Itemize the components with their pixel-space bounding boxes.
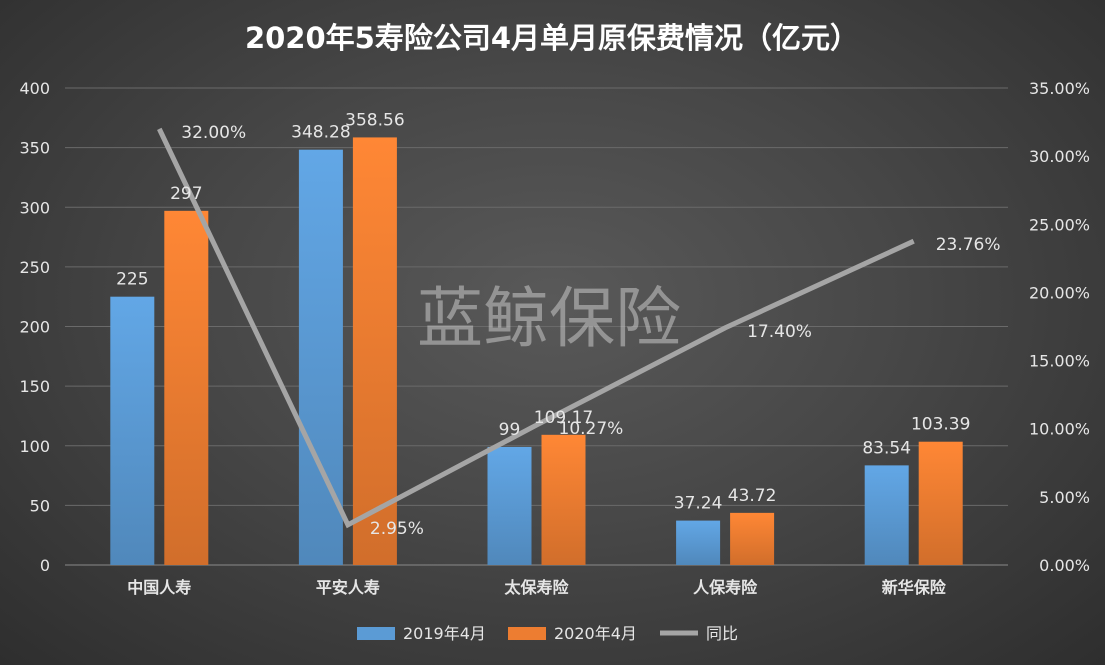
bar-data-label: 103.39 (911, 415, 970, 435)
bar (110, 296, 155, 565)
y-tick-label: 200 (19, 318, 50, 337)
line-data-label: 10.27% (559, 419, 624, 439)
line-data-label: 32.00% (181, 123, 246, 143)
legend-swatch (508, 627, 546, 640)
y-tick-label: 400 (19, 79, 50, 98)
legend-label: 2019年4月 (403, 624, 486, 643)
bar (864, 465, 909, 565)
y2-tick-label: 20.00% (1029, 283, 1090, 302)
y-tick-label: 50 (30, 496, 50, 515)
bar (487, 446, 532, 565)
legend: 2019年4月 2020年4月 同比 (357, 624, 738, 643)
bar-data-label: 37.24 (674, 494, 723, 514)
bar-data-label: 43.72 (728, 486, 777, 506)
bar-data-label: 348.28 (291, 123, 350, 143)
line-data-label: 17.40% (747, 322, 812, 342)
yoy-line (157, 127, 915, 529)
y-tick-label: 300 (19, 198, 50, 217)
bars (110, 137, 963, 566)
y2-tick-label: 35.00% (1029, 79, 1090, 98)
chart-title: 2020年5寿险公司4月单月原保费情况（亿元） (245, 21, 859, 55)
y2-tick-label: 5.00% (1039, 488, 1090, 507)
bar-data-label: 99 (499, 420, 521, 440)
y-tick-label: 250 (19, 258, 50, 277)
bar-data-label: 358.56 (345, 110, 404, 130)
gridlines (65, 87, 1008, 566)
category-label: 平安人寿 (316, 578, 380, 597)
bar-data-label: 225 (116, 270, 148, 290)
y-axis-left: 0 50 100 150 200 250 300 350 400 (19, 79, 50, 575)
watermark: 蓝鲸保险 (417, 280, 681, 357)
legend-label: 2020年4月 (554, 624, 637, 643)
bar (164, 210, 209, 565)
category-label: 新华保险 (882, 578, 947, 597)
y-tick-label: 100 (19, 437, 50, 456)
bar (541, 434, 586, 565)
legend-swatch (357, 627, 395, 640)
x-axis: 中国人寿 平安人寿 太保寿险 人保寿险 新华保险 (127, 578, 946, 597)
y2-tick-label: 10.00% (1029, 420, 1090, 439)
bar (352, 137, 397, 565)
bar (918, 441, 963, 565)
category-label: 人保寿险 (693, 578, 758, 597)
bar (730, 512, 775, 565)
y2-tick-label: 15.00% (1029, 352, 1090, 371)
category-label: 中国人寿 (127, 578, 191, 597)
line-data-label: 23.76% (936, 235, 1001, 255)
y-tick-label: 150 (19, 377, 50, 396)
bar-data-label: 83.54 (862, 438, 911, 458)
bar-data-label: 109.17 (534, 408, 593, 428)
y2-tick-label: 30.00% (1029, 147, 1090, 166)
line-data-label: 2.95% (370, 519, 424, 539)
y-axis-right: 0.00% 5.00% 10.00% 15.00% 20.00% 25.00% 30.00%… (1029, 79, 1090, 575)
legend-label: 同比 (706, 624, 738, 643)
y2-tick-label: 25.00% (1029, 215, 1090, 234)
y2-tick-label: 0.00% (1039, 556, 1090, 575)
bar-data-label: 297 (170, 184, 202, 204)
y-tick-label: 350 (19, 139, 50, 158)
bar (676, 520, 721, 565)
category-label: 太保寿险 (503, 578, 569, 597)
y-tick-label: 0 (40, 556, 50, 575)
